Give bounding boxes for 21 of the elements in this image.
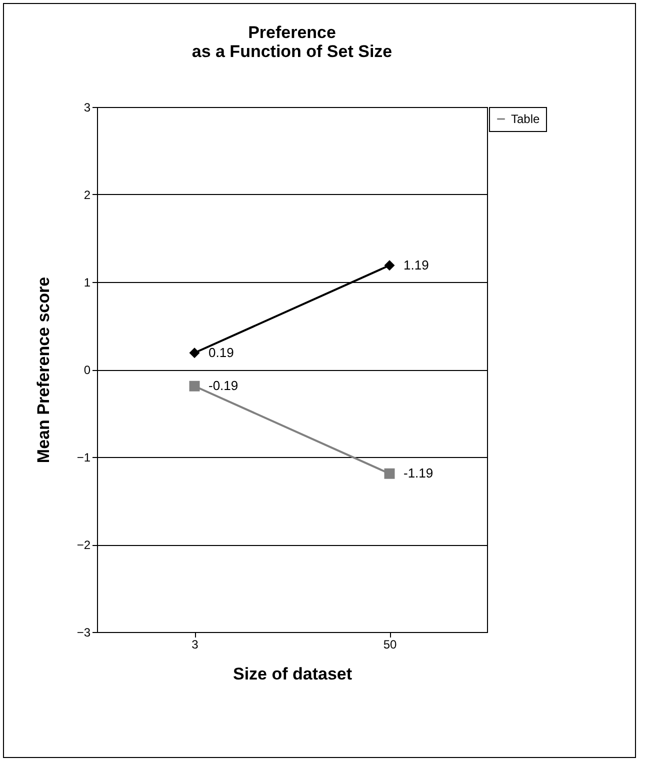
y-tick-label: −1 [76, 450, 91, 464]
y-tick-label: −2 [76, 538, 91, 552]
text: Preference [248, 23, 336, 42]
text: as a Function of Set Size [192, 42, 392, 61]
data-label: -0.19 [208, 378, 238, 394]
data-label: 0.19 [208, 344, 234, 360]
data-label: 1.19 [404, 257, 429, 272]
legend-label: Table [511, 112, 540, 126]
point [189, 380, 200, 392]
point [384, 260, 395, 271]
y-tick-label: 0 [84, 363, 91, 377]
y-tick-label: 2 [84, 188, 91, 202]
point [189, 348, 200, 358]
y-tick-label: 3 [84, 100, 91, 114]
x-axis-title: Size of dataset [232, 664, 352, 684]
point [384, 468, 395, 479]
y-tick-label: 1 [84, 276, 91, 290]
data-label: -1.19 [404, 466, 434, 481]
y-axis-title: Mean Preference score [34, 276, 53, 464]
y-tick-label: −3 [76, 626, 91, 640]
x-tick-label: 50 [383, 638, 397, 652]
